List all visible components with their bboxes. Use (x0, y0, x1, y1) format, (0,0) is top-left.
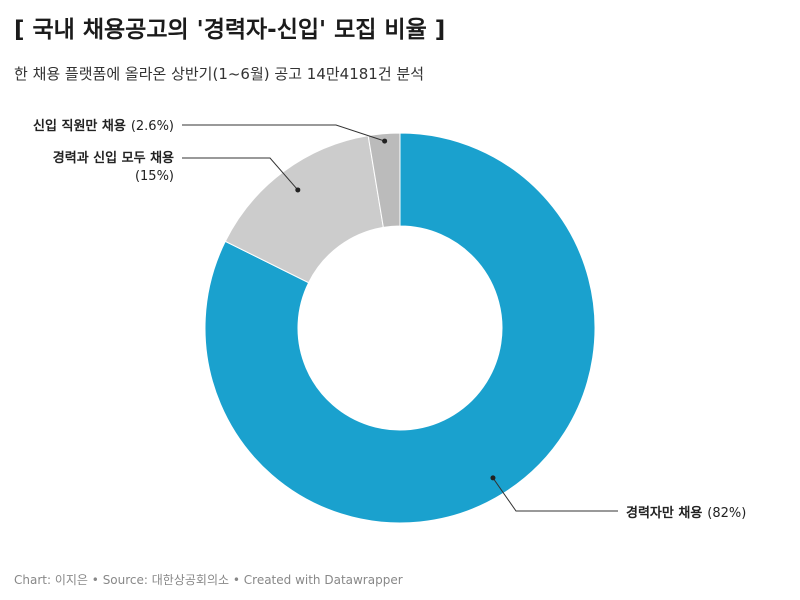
slice-label-name: 신입 직원만 채용 (33, 118, 126, 134)
leader-dot-2 (382, 138, 388, 144)
slice-label-2: 신입 직원만 채용 (2.6%) (33, 118, 174, 134)
tool-credit: Created with Datawrapper (243, 573, 403, 587)
footer-separator: • (87, 573, 103, 587)
leader-dot-0 (490, 475, 496, 481)
leader-line-1 (182, 157, 299, 191)
slice-label-name: 경력과 신입 모두 채용 (53, 150, 174, 166)
donut-slice-0 (204, 132, 596, 524)
chart-credit: Chart: 이지은 (14, 573, 88, 587)
donut-slice-2 (367, 132, 401, 228)
slice-label-1: 경력과 신입 모두 채용 (15%) (53, 150, 174, 184)
donut-chart: 경력자만 채용 (82%) 경력과 신입 모두 채용 (15%) 신입 직원만 채용 (2… (33, 118, 746, 524)
source-text: Source: 대한상공회의소 (102, 573, 230, 587)
slice-label-0: 경력자만 채용 (82%) (626, 505, 746, 521)
slice-label-value: (15%) (135, 169, 174, 184)
slice-label-name: 경력자만 채용 (626, 505, 702, 521)
leader-line-2 (182, 124, 385, 142)
leader-dot-1 (295, 187, 301, 193)
chart-subtitle: 한 채용 플랫폼에 올라온 상반기(1~6월) 공고 14만4181건 분석 (14, 65, 424, 83)
chart-title: [ 국내 채용공고의 '경력자-신입' 모집 비율 ] (14, 17, 446, 43)
slice-label-value: (2.6%) (131, 119, 174, 134)
footer-separator: • (229, 573, 244, 587)
chart-footer: Chart: 이지은 • Source: 대한상공회의소 • Created w… (14, 571, 403, 588)
slice-label-value: (82%) (707, 506, 746, 521)
leader-line-0 (492, 477, 618, 512)
